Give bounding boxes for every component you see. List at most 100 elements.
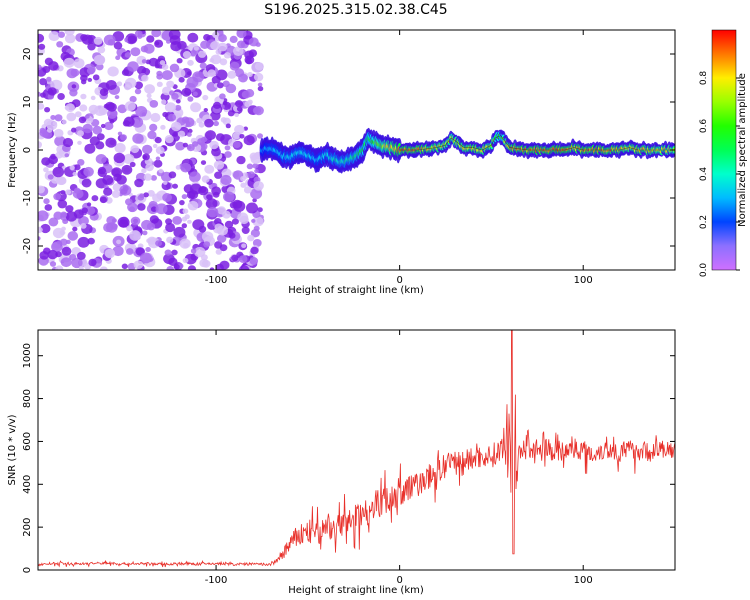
- heatmap-cell: [253, 106, 264, 116]
- heatmap-cell: [52, 227, 65, 239]
- heatmap-cell: [250, 188, 263, 200]
- heatmap-cell: [163, 253, 175, 265]
- heatmap-cell: [247, 234, 255, 242]
- heatmap-cell: [190, 248, 197, 254]
- heatmap-cell: [224, 220, 234, 229]
- heatmap-cell: [130, 47, 141, 57]
- heatmap-cell: [241, 90, 251, 99]
- heatmap-cell: [85, 114, 90, 119]
- heatmap-cell: [206, 207, 219, 218]
- heatmap-cell: [145, 247, 151, 252]
- heatmap-cell: [106, 102, 117, 112]
- heatmap-cell: [223, 52, 231, 59]
- heatmap-cell: [131, 116, 144, 128]
- heatmap-cell: [232, 141, 241, 149]
- y-tick-label: 0: [22, 567, 33, 573]
- heatmap-cell: [187, 200, 199, 211]
- heatmap-cell: [153, 159, 163, 168]
- heatmap-cell: [156, 81, 163, 88]
- heatmap-cell: [84, 143, 96, 154]
- heatmap-cell: [41, 157, 51, 166]
- heatmap-cell: [119, 219, 129, 228]
- y-tick-label: -20: [22, 238, 33, 254]
- heatmap-cell: [182, 142, 188, 148]
- heatmap-cell: [69, 165, 75, 171]
- heatmap-cell: [91, 195, 99, 202]
- snr-x-ticks: -100 0 100: [205, 330, 593, 586]
- y-tick-label: 800: [22, 389, 33, 408]
- heatmap-cell: [127, 202, 138, 213]
- heatmap-cell: [198, 50, 207, 58]
- heatmap-cell: [64, 33, 76, 44]
- heatmap-cell: [65, 189, 71, 195]
- heatmap-cell: [142, 153, 150, 161]
- heatmap-cell: [222, 210, 231, 219]
- colorbar-tick-label: 0.0: [699, 263, 709, 278]
- heatmap-cell: [179, 200, 185, 206]
- heatmap-cell: [215, 263, 224, 270]
- heatmap-cell: [79, 104, 88, 112]
- heatmap-cell: [182, 208, 189, 214]
- heatmap-cell: [119, 184, 132, 196]
- heatmap-cell: [147, 130, 157, 140]
- heatmap-cell: [155, 240, 163, 247]
- heatmap-cell: [254, 168, 259, 174]
- heatmap-cell: [199, 258, 209, 268]
- heatmap-cell: [80, 74, 88, 82]
- heatmap-cell: [38, 210, 49, 222]
- heatmap-cell: [253, 72, 264, 82]
- heatmap-cell: [241, 243, 247, 248]
- heatmap-cell: [77, 140, 82, 145]
- y-tick-label: 0: [22, 147, 33, 153]
- heatmap-cell: [164, 249, 172, 256]
- heatmap-cell: [121, 164, 133, 175]
- heatmap-cell: [215, 249, 222, 255]
- heatmap-cell: [244, 55, 255, 65]
- heatmap-cell: [165, 218, 173, 225]
- heatmap-cell: [73, 58, 85, 69]
- snr-background: [38, 330, 675, 570]
- colorbar-scale: [712, 30, 736, 270]
- heatmap-cell: [227, 70, 237, 79]
- heatmap-cell: [203, 241, 211, 248]
- heatmap-cell: [239, 215, 249, 225]
- heatmap-cell: [169, 63, 180, 73]
- heatmap-cell: [141, 112, 147, 117]
- heatmap-cell: [216, 82, 224, 89]
- heatmap-cell: [52, 166, 65, 178]
- heatmap-cell: [61, 246, 72, 256]
- heatmap-cell: [80, 223, 87, 229]
- heatmap-cell: [213, 160, 225, 170]
- heatmap-cell: [206, 194, 213, 200]
- heatmap-cell: [39, 251, 49, 260]
- heatmap-cell: [167, 113, 177, 122]
- heatmap-cell: [126, 248, 134, 255]
- heatmap-cell: [133, 260, 144, 270]
- heatmap-cell: [182, 51, 192, 59]
- heatmap-cell: [111, 190, 121, 198]
- heatmap-cell: [57, 176, 67, 185]
- heatmap-cell: [249, 152, 258, 161]
- heatmap-cell: [134, 178, 144, 188]
- heatmap-cell: [255, 42, 261, 47]
- heatmap-cell: [117, 131, 123, 136]
- heatmap-cell: [100, 123, 106, 129]
- y-tick-label: 10: [22, 96, 33, 109]
- x-tick-label: 100: [574, 575, 593, 586]
- heatmap-cell: [166, 266, 174, 270]
- heatmap-cell: [57, 93, 65, 100]
- heatmap-cell: [86, 67, 95, 75]
- heatmap-cell: [209, 140, 219, 150]
- heatmap-cell: [252, 163, 259, 169]
- x-tick-label: 100: [574, 275, 593, 286]
- heatmap-cell: [95, 154, 107, 164]
- heatmap-cell: [80, 93, 87, 100]
- heatmap-cell: [140, 45, 149, 53]
- heatmap-cell: [53, 211, 63, 220]
- heatmap-cell: [166, 236, 174, 244]
- heatmap-cell: [64, 153, 70, 158]
- heatmap-cell: [150, 112, 161, 123]
- snr-line: [38, 330, 675, 568]
- heatmap-cell: [146, 35, 155, 43]
- spectrogram-y-axis-label: Frequency (Hz): [7, 112, 18, 188]
